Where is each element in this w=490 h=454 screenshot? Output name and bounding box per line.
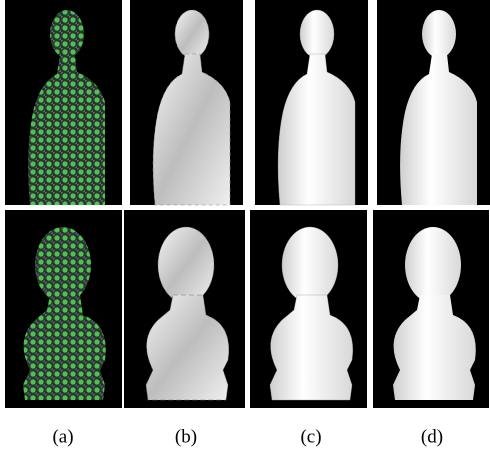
panel-top-c bbox=[255, 0, 368, 206]
panel-bottom-b bbox=[124, 210, 245, 408]
panel-bottom-d bbox=[373, 210, 489, 408]
panel-bottom-a bbox=[5, 210, 122, 408]
panel-top-d bbox=[377, 0, 490, 205]
caption: (b) bbox=[175, 426, 197, 447]
caption: (d) bbox=[421, 426, 443, 447]
caption: (c) bbox=[300, 426, 321, 447]
panel-top-b bbox=[130, 0, 243, 206]
panel-top-a bbox=[5, 0, 122, 205]
caption: (a) bbox=[52, 426, 73, 447]
panel-bottom-c bbox=[250, 210, 367, 408]
